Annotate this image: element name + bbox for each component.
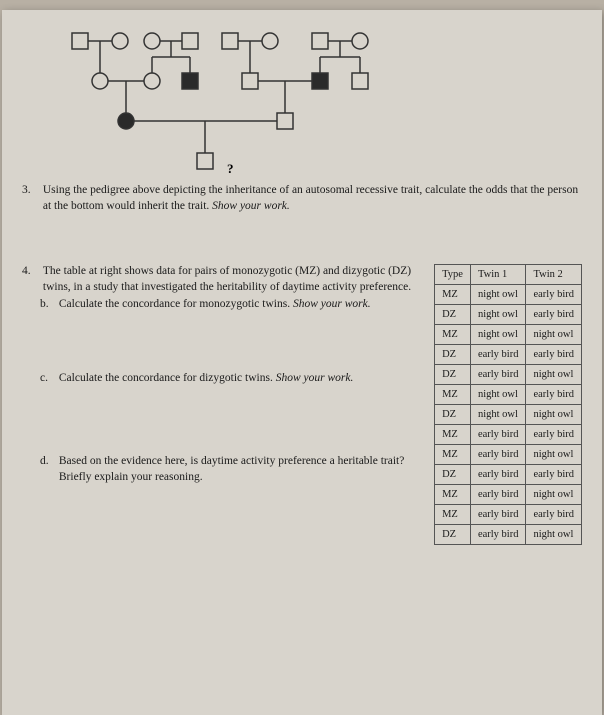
question-3: 3. Using the pedigree above depicting th…: [22, 183, 582, 214]
table-cell: early bird: [526, 345, 582, 365]
table-cell: early bird: [470, 465, 526, 485]
table-cell: early bird: [470, 445, 526, 465]
table-cell: early bird: [526, 285, 582, 305]
table-cell: DZ: [435, 405, 471, 425]
q4b-italic: Show your work.: [293, 298, 371, 310]
table-cell: night owl: [526, 525, 582, 545]
question-mark-label: ?: [227, 161, 234, 177]
table-cell: early bird: [526, 505, 582, 525]
table-row: MZearly birdnight owl: [435, 485, 582, 505]
table-cell: night owl: [526, 445, 582, 465]
table-cell: early bird: [526, 305, 582, 325]
work-space-b: [22, 317, 420, 369]
col-twin2: Twin 2: [526, 265, 582, 285]
table-row: DZearly birdearly bird: [435, 465, 582, 485]
table-cell: DZ: [435, 525, 471, 545]
table-cell: early bird: [470, 485, 526, 505]
table-header-row: Type Twin 1 Twin 2: [435, 265, 582, 285]
table-row: MZearly birdnight owl: [435, 445, 582, 465]
table-row: MZnight owlnight owl: [435, 325, 582, 345]
q4c-text: Calculate the concordance for dizygotic …: [59, 371, 419, 387]
q4-number: 4.: [22, 264, 40, 280]
table-cell: night owl: [470, 305, 526, 325]
table-cell: early bird: [526, 465, 582, 485]
question-4-container: 4. The table at right shows data for pai…: [22, 264, 582, 545]
table-cell: MZ: [435, 285, 471, 305]
table-row: DZnight owlearly bird: [435, 305, 582, 325]
table-row: MZearly birdearly bird: [435, 425, 582, 445]
pedigree-diagram: ?: [52, 25, 432, 175]
table-cell: night owl: [526, 405, 582, 425]
table-cell: MZ: [435, 325, 471, 345]
q4c-label: c.: [40, 371, 56, 387]
table-cell: DZ: [435, 365, 471, 385]
q4-part-c: c. Calculate the concordance for dizygot…: [40, 371, 420, 387]
q3-text-main: Using the pedigree above depicting the i…: [43, 184, 578, 212]
table-row: DZnight owlnight owl: [435, 405, 582, 425]
table-row: MZnight owlearly bird: [435, 285, 582, 305]
q4b-text: Calculate the concordance for monozygoti…: [59, 297, 419, 313]
table-row: DZearly birdearly bird: [435, 345, 582, 365]
q4-intro: The table at right shows data for pairs …: [43, 264, 419, 295]
q3-text: Using the pedigree above depicting the i…: [43, 183, 581, 214]
work-space-c: [22, 390, 420, 452]
q3-number: 3.: [22, 183, 40, 199]
table-cell: early bird: [470, 425, 526, 445]
table-row: MZearly birdearly bird: [435, 505, 582, 525]
table-row: DZearly birdnight owl: [435, 365, 582, 385]
table-cell: night owl: [470, 285, 526, 305]
table-cell: night owl: [470, 325, 526, 345]
table-cell: DZ: [435, 305, 471, 325]
table-cell: MZ: [435, 385, 471, 405]
q4b-main: Calculate the concordance for monozygoti…: [59, 298, 293, 310]
col-twin1: Twin 1: [470, 265, 526, 285]
table-cell: DZ: [435, 345, 471, 365]
q4c-italic: Show your work.: [276, 372, 354, 384]
table-cell: MZ: [435, 445, 471, 465]
q4-part-d: d. Based on the evidence here, is daytim…: [40, 454, 420, 485]
q4d-text: Based on the evidence here, is daytime a…: [59, 454, 419, 485]
twin-data-table: Type Twin 1 Twin 2 MZnight owlearly bird…: [434, 264, 582, 545]
table-cell: night owl: [526, 325, 582, 345]
q4b-label: b.: [40, 297, 56, 313]
table-cell: night owl: [526, 365, 582, 385]
table-cell: MZ: [435, 485, 471, 505]
table-cell: DZ: [435, 465, 471, 485]
q4d-label: d.: [40, 454, 56, 470]
worksheet-page: ? 3. Using the pedigree above depicting …: [2, 10, 602, 715]
q4-part-b: b. Calculate the concordance for monozyg…: [40, 297, 420, 313]
col-type: Type: [435, 265, 471, 285]
table-cell: early bird: [470, 525, 526, 545]
table-cell: early bird: [470, 505, 526, 525]
q3-text-italic: Show your work.: [212, 200, 290, 212]
table-cell: early bird: [470, 345, 526, 365]
table-row: MZnight owlearly bird: [435, 385, 582, 405]
table-row: DZearly birdnight owl: [435, 525, 582, 545]
question-4-text-column: 4. The table at right shows data for pai…: [22, 264, 424, 545]
table-cell: early bird: [470, 365, 526, 385]
table-cell: MZ: [435, 425, 471, 445]
table-cell: night owl: [526, 485, 582, 505]
table-cell: night owl: [470, 405, 526, 425]
q4c-main: Calculate the concordance for dizygotic …: [59, 372, 276, 384]
table-cell: night owl: [470, 385, 526, 405]
table-cell: early bird: [526, 425, 582, 445]
table-cell: early bird: [526, 385, 582, 405]
table-cell: MZ: [435, 505, 471, 525]
